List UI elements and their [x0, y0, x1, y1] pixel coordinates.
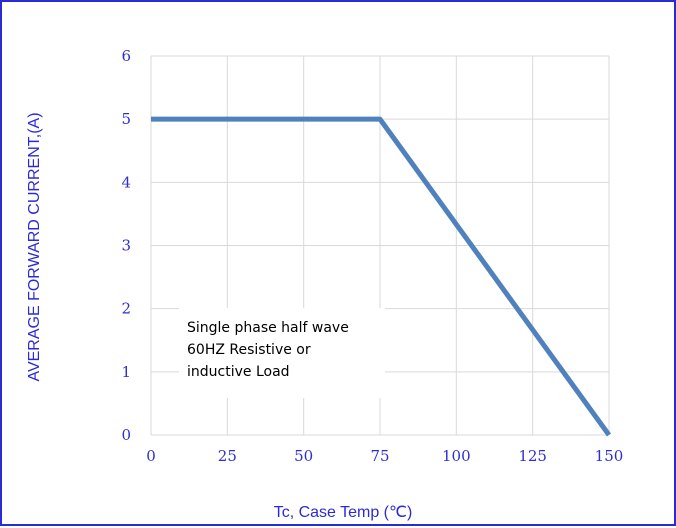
y-tick-label: 4: [121, 173, 131, 191]
annotation-background: [179, 308, 385, 398]
y-tick-label: 5: [121, 110, 131, 128]
annotation-line-2: 60HZ Resistive or: [187, 342, 311, 358]
y-tick-label: 1: [121, 363, 131, 381]
y-axis-label: AVERAGE FORWARD CURRENT,(A): [26, 112, 43, 381]
x-axis-label: Tc, Case Temp (℃): [274, 504, 413, 521]
series-layer: [151, 116, 612, 437]
y-tick-label: 6: [121, 47, 131, 65]
y-tick-labels: 0 1 2 3 4 5 6: [121, 47, 131, 444]
series-line: [151, 116, 612, 437]
x-tick-label: 25: [218, 447, 237, 465]
x-tick-label: 150: [595, 447, 624, 465]
y-tick-label: 0: [121, 426, 131, 444]
x-tick-label: 100: [442, 447, 471, 465]
x-tick-labels: 0 25 50 75 100 125 150: [146, 447, 623, 465]
x-tick-label: 75: [370, 447, 389, 465]
x-tick-label: 125: [518, 447, 547, 465]
annotation-line-1: Single phase half wave: [187, 320, 349, 336]
x-tick-label: 0: [146, 447, 156, 465]
y-tick-label: 2: [121, 300, 131, 318]
annotation-line-3: inductive Load: [187, 364, 290, 380]
y-tick-label: 3: [121, 237, 131, 255]
x-tick-label: 50: [294, 447, 313, 465]
